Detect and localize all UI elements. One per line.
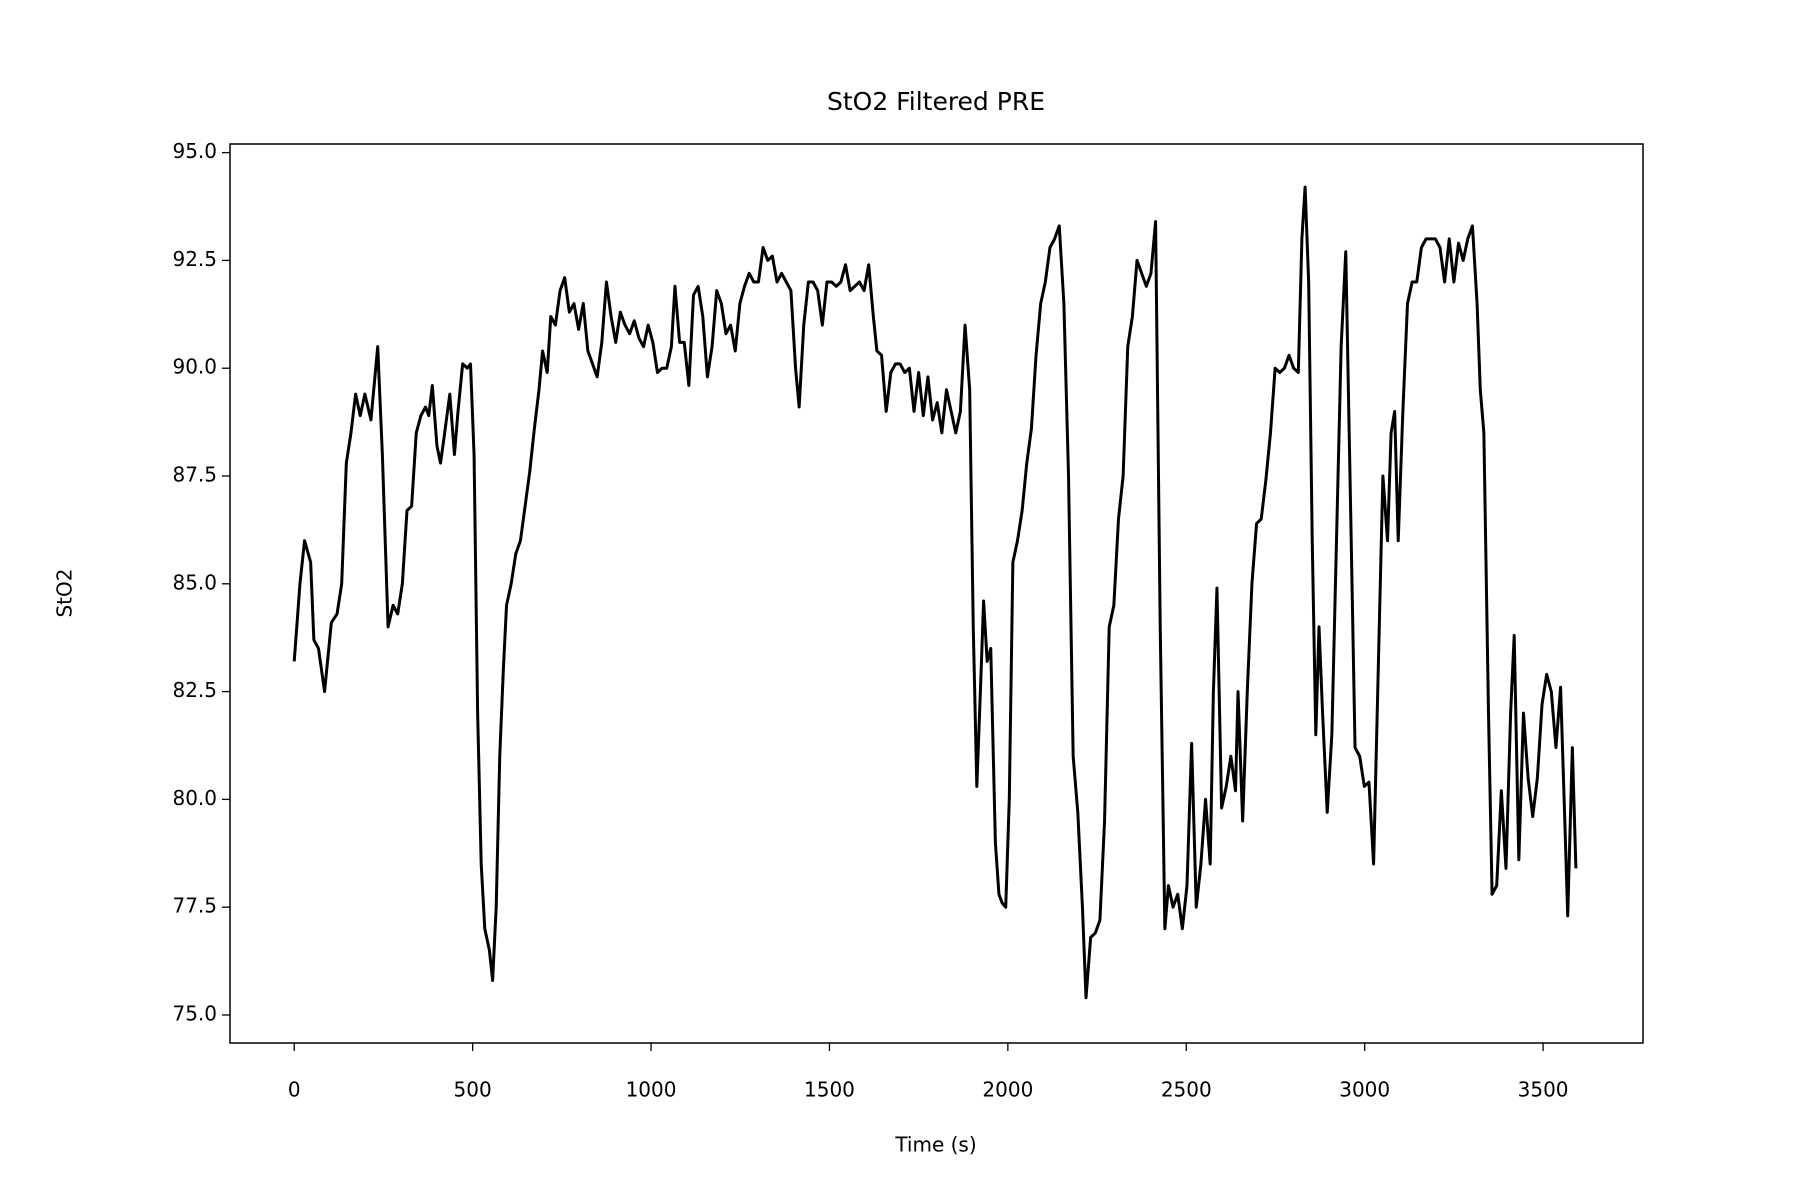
y-tick-label: 87.5	[172, 463, 217, 487]
x-tick-label: 2500	[1161, 1078, 1212, 1102]
x-tick-label: 500	[454, 1078, 492, 1102]
y-tick-label: 90.0	[172, 355, 217, 379]
y-tick-label: 92.5	[172, 247, 217, 271]
x-axis-label: Time (s)	[894, 1133, 976, 1157]
y-tick-label: 85.0	[172, 570, 217, 594]
y-tick-label: 77.5	[172, 894, 217, 918]
x-tick-label: 0	[288, 1078, 301, 1102]
y-axis-label: StO2	[53, 568, 77, 617]
x-tick-label: 1500	[804, 1078, 855, 1102]
y-tick-label: 82.5	[172, 678, 217, 702]
chart-title: StO2 Filtered PRE	[827, 87, 1045, 116]
y-tick-label: 75.0	[172, 1001, 217, 1025]
x-tick-label: 1000	[626, 1078, 677, 1102]
data-line	[292, 185, 1578, 1000]
x-tick-label: 2000	[982, 1078, 1033, 1102]
x-tick-label: 3500	[1518, 1078, 1569, 1102]
y-tick-label: 80.0	[172, 786, 217, 810]
y-tick-label: 95.0	[172, 139, 217, 163]
x-tick-label: 3000	[1339, 1078, 1390, 1102]
plot-frame	[229, 143, 1644, 1044]
